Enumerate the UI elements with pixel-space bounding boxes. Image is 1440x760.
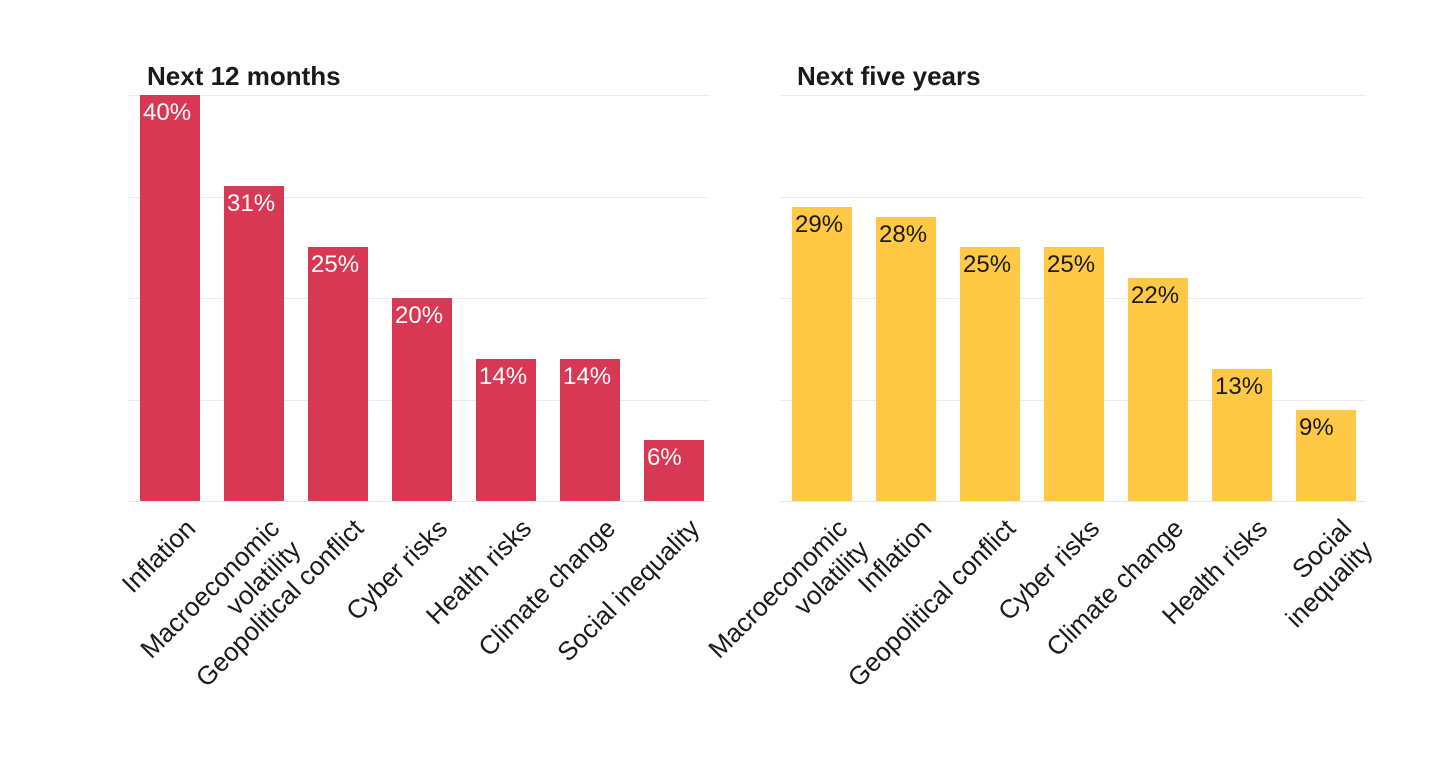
bar-value-label: 25% [1047,251,1096,279]
bar [644,440,704,501]
bar-value-label: 28% [879,220,928,248]
bar-value-label: 6% [647,444,682,472]
bar-value-label: 31% [227,190,276,218]
x-axis-label: Social inequality [1279,513,1379,634]
x-axis-baseline [128,501,710,502]
bar-value-label: 22% [1131,281,1180,309]
bar [876,216,936,501]
gridline [128,196,710,198]
bar-value-label: 14% [563,362,612,390]
bar [960,247,1020,501]
bar [792,206,852,501]
bar [1212,369,1272,501]
bar-value-label: 13% [1215,373,1264,401]
bar [224,186,284,501]
gridline [128,95,710,96]
bar [140,95,200,501]
bar [1296,409,1356,501]
chart-title: Next five years [797,60,981,91]
bar-value-label: 40% [143,99,192,126]
bar-value-label: 9% [1299,413,1334,441]
chart-title: Next 12 months [147,60,341,91]
bar [392,298,452,501]
bar-value-label: 25% [963,251,1012,279]
bar-value-label: 25% [311,251,360,279]
bar [560,358,620,501]
bar-value-label: 20% [395,302,444,329]
bar [1128,277,1188,501]
bar [308,247,368,501]
bar [476,358,536,501]
bar [1044,247,1104,501]
gridline [780,196,1366,198]
gridline [780,95,1366,96]
x-axis-label: Macroeconomic volatility [702,513,875,664]
bar-value-label: 29% [795,210,844,238]
bar-value-label: 14% [479,362,528,390]
x-axis-baseline [780,501,1366,502]
